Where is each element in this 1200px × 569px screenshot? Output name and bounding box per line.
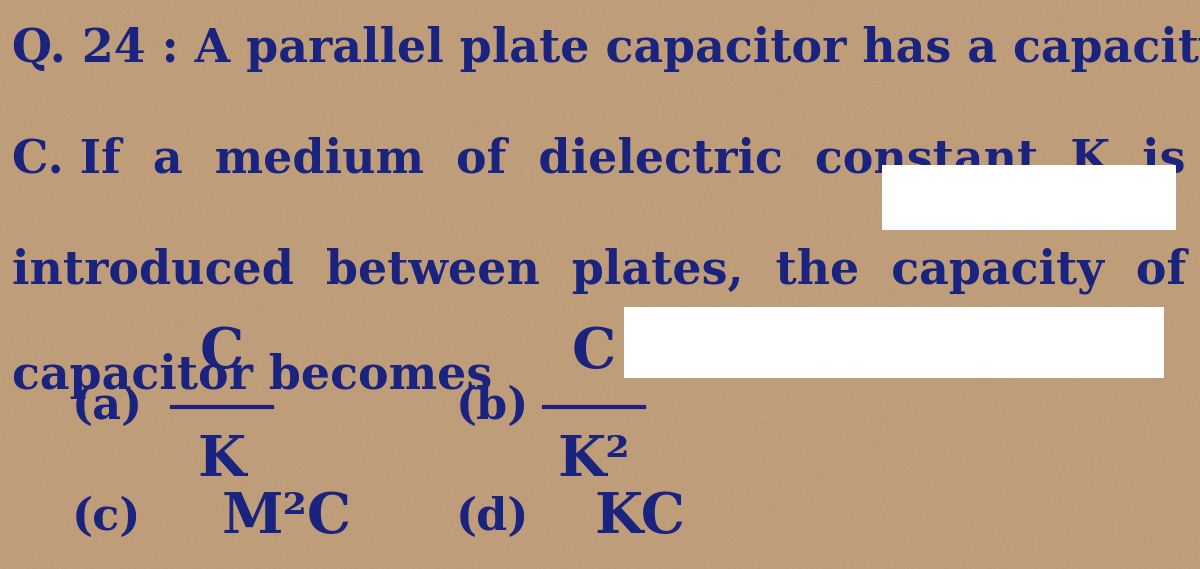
Text: (d): (d) (456, 496, 529, 539)
Text: Q. 24 : A parallel plate capacitor has a capacity: Q. 24 : A parallel plate capacitor has a… (12, 26, 1200, 72)
Text: C: C (572, 325, 616, 380)
Text: C. If  a  medium  of  dielectric  constant  K  is: C. If a medium of dielectric constant K … (12, 137, 1186, 183)
Text: introduced  between  plates,  the  capacity  of: introduced between plates, the capacity … (12, 248, 1187, 294)
Text: K: K (198, 434, 246, 488)
Text: K²: K² (558, 434, 630, 488)
Text: (b): (b) (456, 385, 529, 428)
Text: (c): (c) (72, 496, 142, 539)
Bar (624, 307, 1164, 378)
Text: capacitor becomes: capacitor becomes (12, 353, 492, 399)
Text: C: C (200, 325, 244, 380)
Bar (882, 165, 1176, 230)
Text: M²C: M²C (222, 490, 352, 545)
Text: KC: KC (594, 490, 685, 545)
Text: (a): (a) (72, 385, 143, 428)
